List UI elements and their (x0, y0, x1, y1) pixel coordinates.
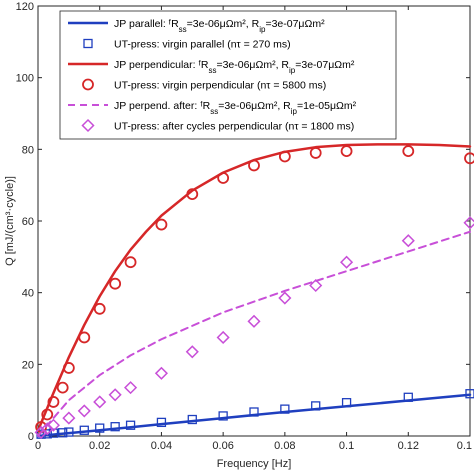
data-point (47, 396, 60, 408)
data-point (278, 150, 291, 163)
data-point (187, 414, 197, 425)
x-tick-label: 0.12 (398, 440, 419, 452)
data-point (155, 218, 168, 231)
data-point (58, 428, 68, 438)
data-point (109, 277, 122, 290)
data-point (341, 398, 352, 408)
data-point (218, 411, 228, 421)
data-point (401, 234, 415, 248)
data-point (249, 407, 259, 417)
legend-entry: JP parallel: ᶠRss=3e-06μΩm², Rip=3e-07μΩ… (114, 18, 325, 34)
y-tick-label: 80 (22, 144, 34, 156)
series-4 (37, 230, 471, 437)
data-point (62, 362, 75, 374)
data-point (62, 411, 76, 425)
data-point (278, 291, 292, 305)
data-point (185, 345, 199, 359)
y-tick-label: 20 (22, 359, 34, 371)
legend: JP parallel: ᶠRss=3e-06μΩm², Rip=3e-07μΩ… (59, 10, 397, 140)
data-point (108, 388, 122, 402)
x-tick-label: 0.1 (339, 440, 354, 452)
x-tick-label: 0.08 (274, 440, 295, 452)
data-point (56, 381, 69, 394)
data-point (403, 392, 413, 402)
data-point (156, 417, 167, 428)
data-point (186, 188, 199, 201)
data-point (216, 330, 230, 345)
legend-box (59, 10, 397, 140)
x-axis-label: Frequency [Hz] (217, 458, 292, 470)
legend-entry: UT-press: virgin perpendicular (nτ = 580… (114, 80, 326, 92)
data-point (46, 418, 60, 432)
data-point (465, 389, 474, 399)
data-point (402, 145, 415, 158)
data-point (77, 404, 91, 418)
data-point (154, 366, 168, 380)
data-point (247, 314, 261, 328)
data-point (40, 422, 54, 436)
data-point (124, 381, 138, 395)
y-tick-label: 100 (16, 73, 34, 85)
data-point (280, 404, 290, 414)
y-tick-label: 120 (16, 1, 34, 13)
data-point (125, 420, 136, 430)
data-point (78, 331, 91, 344)
data-point (95, 423, 105, 433)
legend-entry: JP perpendicular: ᶠRss=3e-06μΩm², Rip=3e… (114, 59, 355, 75)
series-line (36, 393, 472, 438)
legend-entry: UT-press: virgin parallel (nτ = 270 ms) (114, 39, 291, 51)
x-tick-label: 0 (35, 440, 41, 452)
data-point (64, 427, 74, 437)
x-tick-label: 0.04 (151, 440, 172, 452)
x-tick-label: 0.06 (212, 440, 233, 452)
data-point (110, 422, 120, 432)
data-point (340, 145, 353, 158)
data-point (217, 172, 230, 184)
legend-swatch (83, 38, 93, 49)
series-line (37, 230, 471, 437)
series-line (36, 143, 472, 432)
data-point (93, 302, 106, 315)
data-point (464, 152, 474, 165)
y-tick-label: 0 (28, 431, 34, 443)
x-tick-label: 0.1 (457, 440, 472, 452)
data-point (309, 278, 323, 293)
series-2 (36, 143, 472, 432)
x-tick-label: 0.02 (89, 440, 110, 452)
y-axis-label: Q [mJ/(cm³·cycle)] (4, 176, 16, 266)
y-tick-label: 40 (22, 288, 34, 300)
data-point (93, 395, 107, 409)
legend-entry: UT-press: after cycles perpendicular (nτ… (114, 121, 354, 133)
data-point (124, 256, 137, 269)
data-point (309, 147, 322, 159)
data-point (340, 255, 354, 269)
y-tick-label: 60 (22, 216, 34, 228)
data-point (41, 408, 54, 421)
axis-ticks: 0 0.02 0.04 0.06 0.08 0.1 0.12 0.1 0 20 40 60 80 100 1… (16, 1, 472, 452)
data-point (42, 429, 52, 439)
data-point (34, 425, 48, 439)
legend-swatch (82, 78, 94, 91)
series-0 (36, 393, 472, 438)
data-point (311, 401, 321, 411)
legend-entry: JP perpend. after: ᶠRss=3e-06μΩm², Rip=1… (114, 100, 357, 116)
data-point (248, 159, 260, 172)
legend-swatch (81, 118, 95, 133)
data-point (79, 425, 89, 435)
